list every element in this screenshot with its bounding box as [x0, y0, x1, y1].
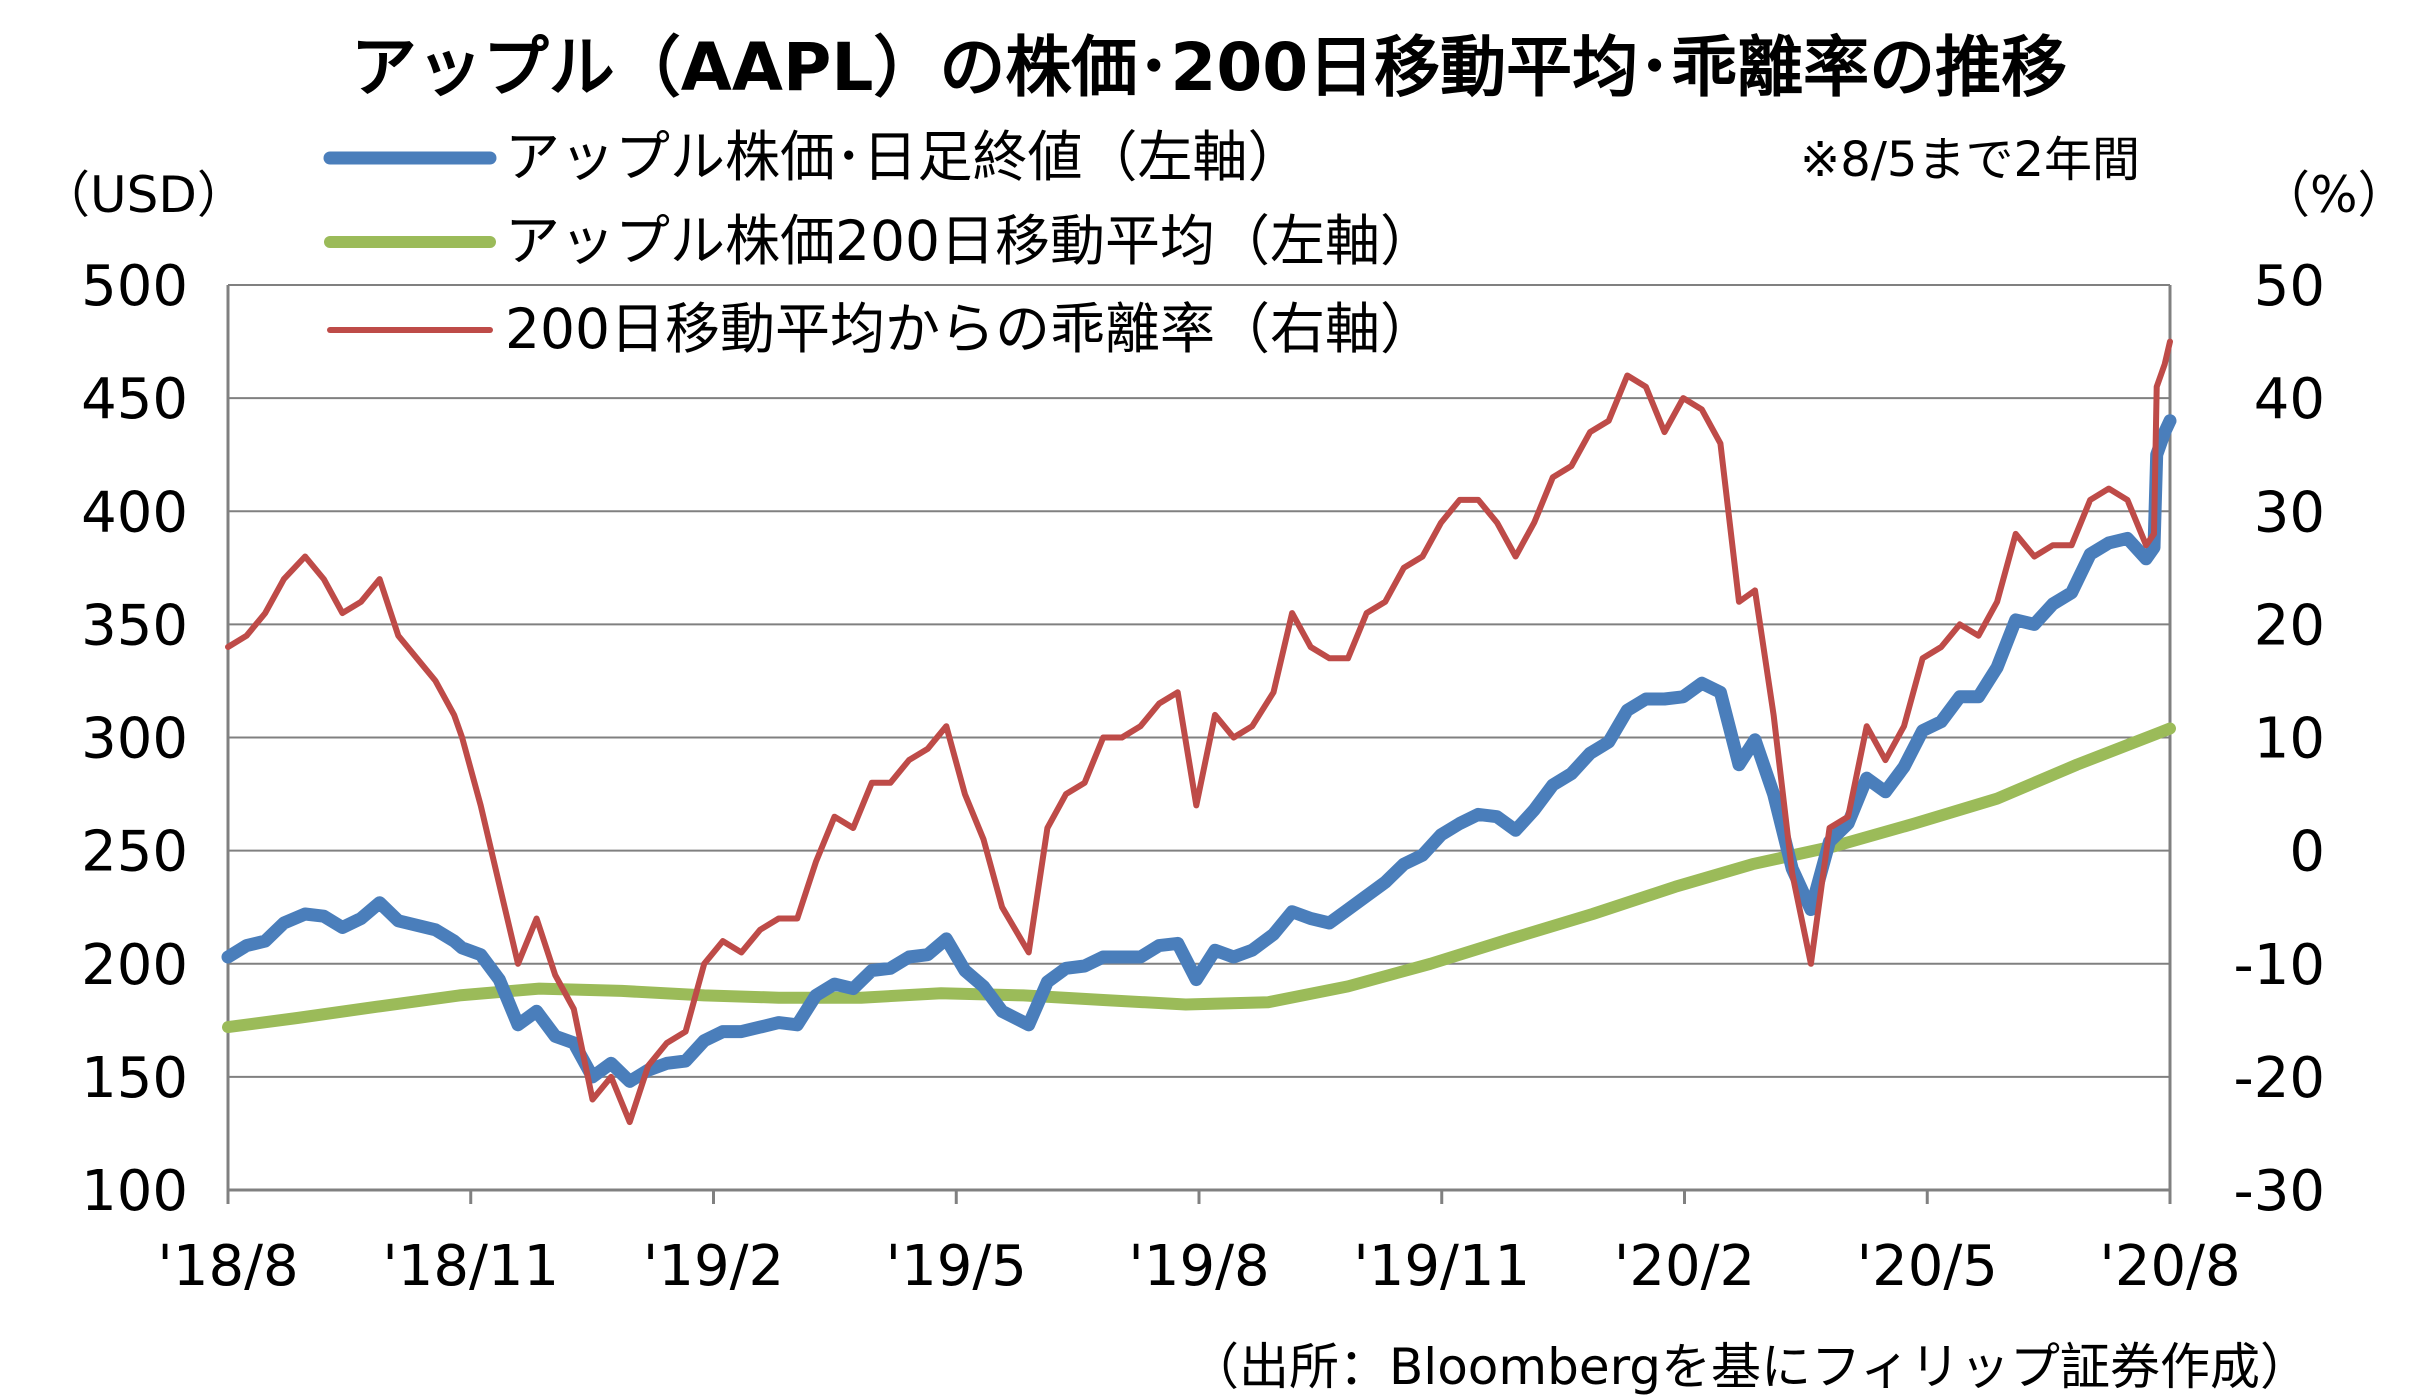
x-tick-label: '18/8 [157, 1234, 298, 1299]
x-tick-label: '19/5 [886, 1234, 1027, 1299]
right-tick-label: 0 [2289, 820, 2325, 885]
legend-label-ma200: アップル株価200日移動平均（左軸） [505, 209, 1435, 273]
source-note: （出所：Bloombergを基にフィリップ証券作成） [1189, 1338, 2310, 1396]
right-tick-label: 40 [2254, 367, 2325, 432]
right-axis-unit: （%） [2260, 166, 2408, 224]
left-tick-label: 200 [81, 933, 188, 998]
x-tick-label: '20/8 [2099, 1234, 2240, 1299]
period-note: ※8/5まで2年間 [1800, 132, 2140, 188]
legend-label-deviation: 200日移動平均からの乖離率（右軸） [505, 297, 1435, 361]
chart-title: アップル（AAPL）の株価･200日移動平均･乖離率の推移 [351, 29, 2067, 106]
left-tick-label: 100 [81, 1159, 188, 1224]
x-tick-label: '18/11 [382, 1234, 559, 1299]
left-tick-label: 300 [81, 707, 188, 772]
left-tick-label: 250 [81, 820, 188, 885]
left-axis-ticks: 500 450 400 350 300 250 200 150 100 [81, 254, 188, 1224]
right-tick-label: 20 [2254, 593, 2325, 658]
x-tick-label: '20/5 [1857, 1234, 1998, 1299]
series-lines [221, 338, 2177, 1126]
right-tick-label: -30 [2234, 1159, 2325, 1224]
right-axis-ticks: 50 40 30 20 10 0 -10 -20 -30 [2234, 254, 2325, 1224]
x-tick-label: '19/2 [643, 1234, 784, 1299]
x-tick-label: '19/8 [1128, 1234, 1269, 1299]
series-line-deviation [225, 338, 2173, 1126]
series-line-price [221, 414, 2177, 1088]
legend-label-price: アップル株価･日足終値（左軸） [505, 125, 1303, 189]
left-tick-label: 350 [81, 593, 188, 658]
right-tick-label: -10 [2234, 933, 2325, 998]
right-tick-label: -20 [2234, 1046, 2325, 1111]
left-tick-label: 450 [81, 367, 188, 432]
x-tick-label: '19/11 [1353, 1234, 1530, 1299]
legend: アップル株価･日足終値（左軸） アップル株価200日移動平均（左軸） 200日移… [323, 125, 1435, 361]
left-axis-unit: （USD） [40, 166, 247, 224]
left-tick-label: 150 [81, 1046, 188, 1111]
right-tick-label: 10 [2254, 707, 2325, 772]
x-tick-label: '20/2 [1614, 1234, 1755, 1299]
left-tick-label: 400 [81, 480, 188, 545]
right-tick-label: 50 [2254, 254, 2325, 319]
right-tick-label: 30 [2254, 480, 2325, 545]
x-axis-ticks: '18/8 '18/11 '19/2 '19/5 '19/8 '19/11 '20/2 '20… [157, 1190, 2241, 1299]
left-tick-label: 500 [81, 254, 188, 319]
